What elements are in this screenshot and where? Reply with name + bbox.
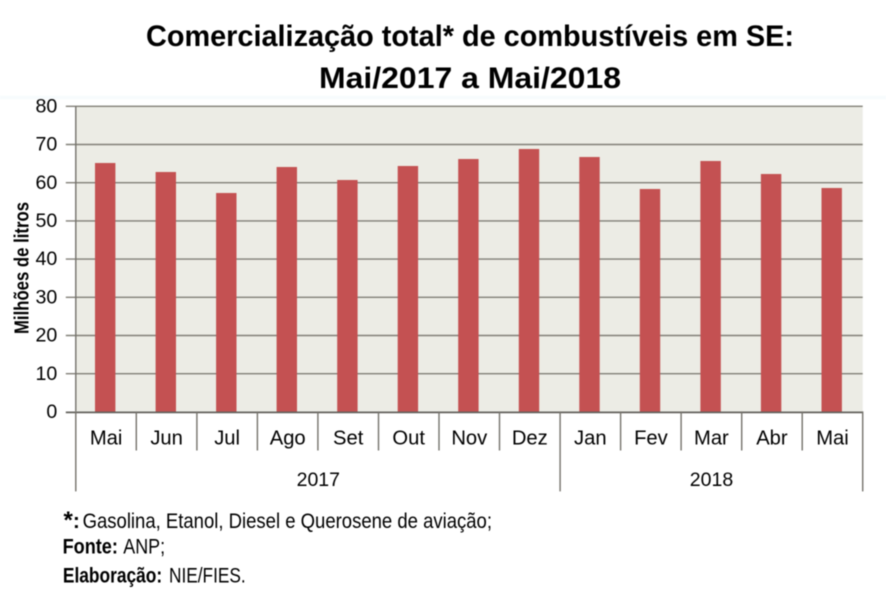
svg-text:Abr: Abr [756,428,788,450]
svg-text:Dez: Dez [512,428,548,450]
svg-text:30: 30 [36,286,58,308]
svg-text:Mai: Mai [90,428,123,450]
svg-text:2018: 2018 [690,469,733,491]
svg-text:Milhões de litros: Milhões de litros [11,202,34,334]
svg-text:NIE/FIES.: NIE/FIES. [169,565,246,588]
svg-text:60: 60 [36,172,58,194]
svg-text:Set: Set [333,428,364,450]
svg-text:Ago: Ago [270,428,306,450]
svg-text:20: 20 [36,325,58,347]
svg-text:2017: 2017 [297,469,340,491]
svg-text:Mai/2017 a Mai/2018: Mai/2017 a Mai/2018 [319,62,621,95]
svg-text:Mar: Mar [694,428,729,450]
svg-text:Mai: Mai [816,428,849,450]
svg-text:Gasolina, Etanol, Diesel e Que: Gasolina, Etanol, Diesel e Querosene de … [83,510,492,533]
svg-text:10: 10 [36,363,58,385]
svg-text:0: 0 [46,401,57,423]
svg-text:Jan: Jan [574,428,607,450]
svg-text:50: 50 [36,210,58,232]
svg-text:Elaboração:: Elaboração: [63,565,162,588]
svg-text:Jul: Jul [214,428,240,450]
svg-text:80: 80 [36,95,58,117]
svg-text:*:: *: [64,507,80,534]
svg-text:Fev: Fev [634,428,669,450]
svg-text:70: 70 [36,134,58,156]
svg-text:Fonte:: Fonte: [63,536,118,559]
svg-text:Jun: Jun [150,428,183,450]
svg-text:Nov: Nov [451,428,488,450]
svg-text:Out: Out [392,428,425,450]
svg-text:Comercialização total* de comb: Comercialização total* de combustíveis e… [146,20,794,53]
svg-text:ANP;: ANP; [123,536,165,559]
svg-text:40: 40 [36,248,58,270]
